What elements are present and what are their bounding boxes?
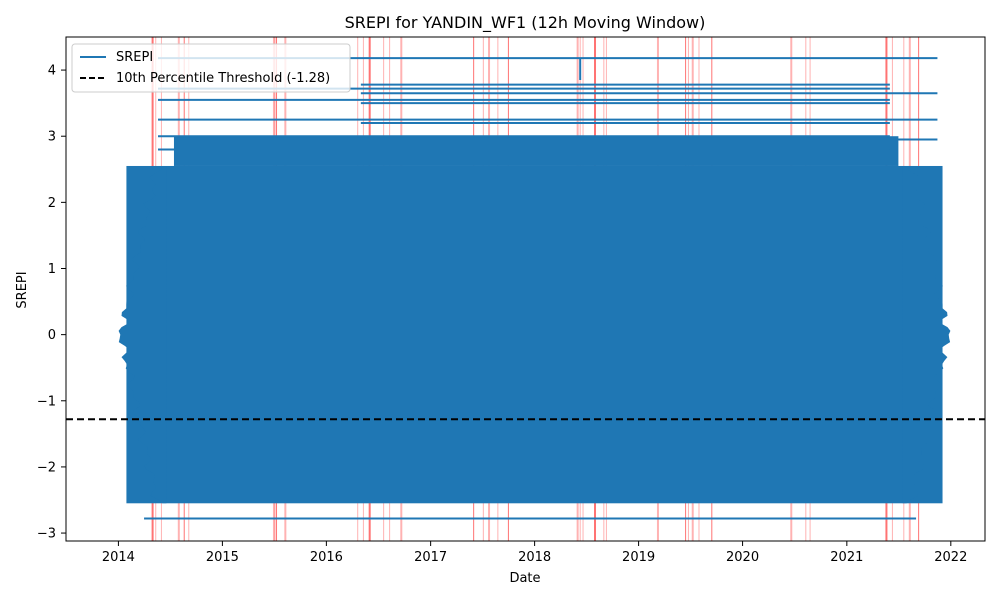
x-tick-label: 2022 <box>934 550 967 565</box>
y-tick-label: −1 <box>37 394 56 409</box>
y-tick-label: −2 <box>37 460 56 475</box>
x-tick-label: 2015 <box>206 550 239 565</box>
x-tick-label: 2019 <box>622 550 655 565</box>
x-tick-label: 2017 <box>414 550 447 565</box>
plot-area: 2014 2015 2016 2017 2018 2019 2020 2021 2022−3−2… <box>37 36 986 565</box>
plot-frame <box>65 36 986 542</box>
x-tick-label: 2018 <box>518 550 551 565</box>
y-tick-label: 2 <box>48 196 56 211</box>
y-tick-label: 1 <box>48 262 56 277</box>
legend-box <box>71 43 351 93</box>
y-tick-label: 3 <box>48 130 56 145</box>
x-tick-label: 2014 <box>102 550 135 565</box>
legend-series-label: SREPI <box>116 50 153 65</box>
legend: SREPI 10th Percentile Threshold (-1.28) <box>71 43 351 93</box>
srepi-series-upper-block <box>173 136 899 166</box>
plot-data-layer <box>118 37 951 541</box>
y-tick-label: 4 <box>48 64 56 79</box>
y-tick-label: 0 <box>48 328 56 343</box>
y-tick-label: −3 <box>37 527 56 542</box>
srepi-series-band <box>126 165 943 504</box>
legend-threshold-label: 10th Percentile Threshold (-1.28) <box>116 71 330 86</box>
x-tick-label: 2016 <box>310 550 343 565</box>
y-axis-label: SREPI <box>15 271 30 308</box>
x-tick-label: 2021 <box>830 550 863 565</box>
x-axis-label: Date <box>509 571 540 586</box>
chart-title: SREPI for YANDIN_WF1 (12h Moving Window) <box>345 13 706 33</box>
x-tick-label: 2020 <box>726 550 759 565</box>
